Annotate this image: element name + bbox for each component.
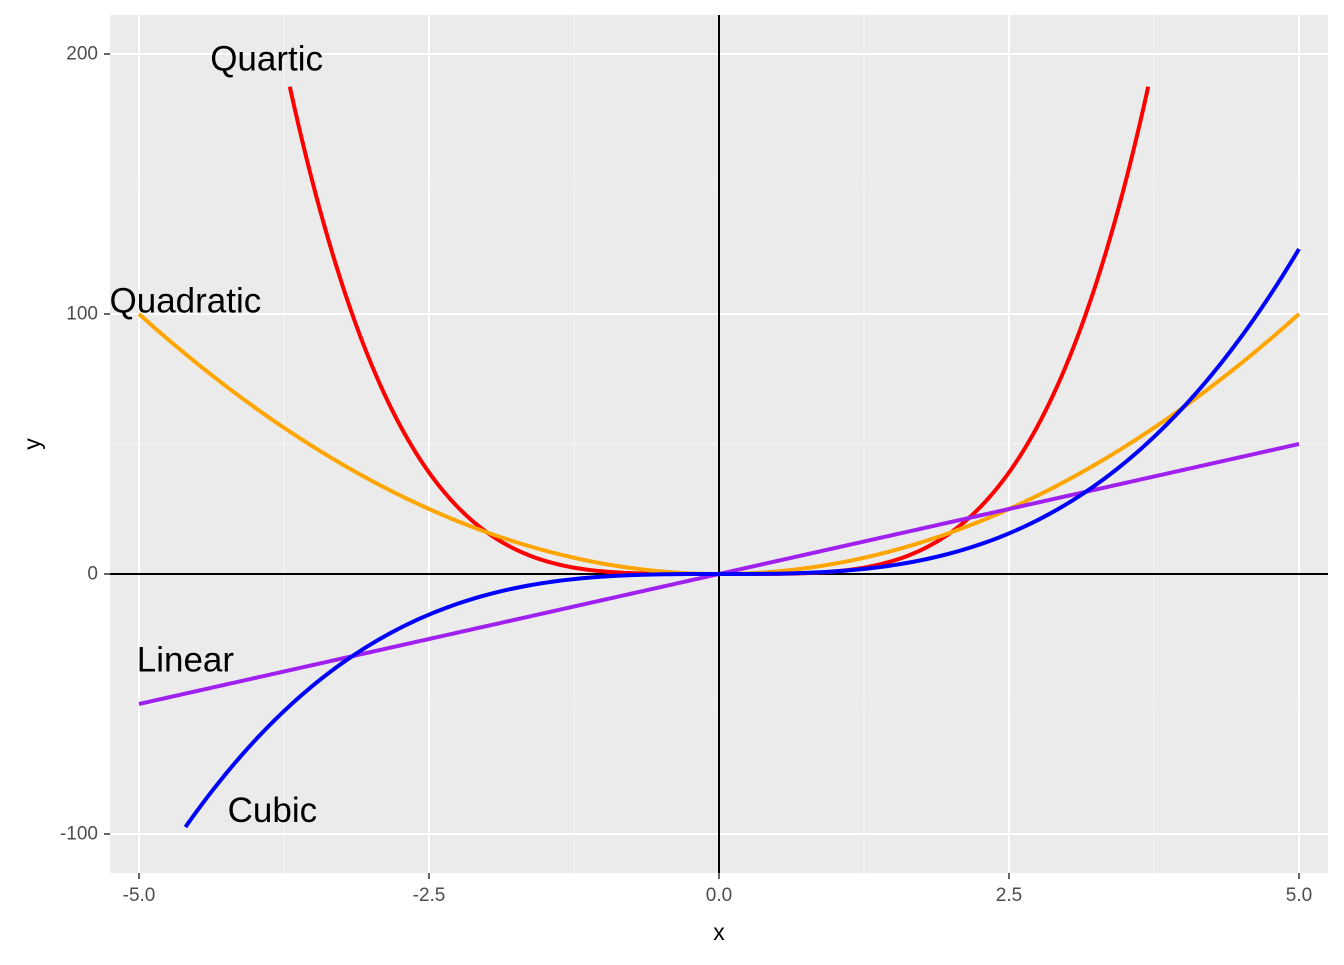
x-tick-label: -2.5 xyxy=(413,885,446,906)
cubic-label: Cubic xyxy=(228,791,317,830)
y-tick-label: 100 xyxy=(66,304,98,325)
x-axis-title: x xyxy=(713,919,725,945)
cubic-curve xyxy=(183,247,1301,829)
curve-labels: Quartic Quadratic Linear Cubic xyxy=(110,40,323,830)
quadratic-label: Quadratic xyxy=(110,282,262,321)
quartic-label: Quartic xyxy=(210,40,323,79)
curves xyxy=(137,86,1301,829)
y-tick-label: 200 xyxy=(66,44,98,65)
x-tick-label: -5.0 xyxy=(123,885,156,906)
y-tick-label: -100 xyxy=(60,824,98,845)
y-tick-label: 0 xyxy=(87,564,98,585)
y-axis-title: y xyxy=(19,438,45,450)
x-tick-label: 2.5 xyxy=(996,885,1022,906)
x-axis: -5.0 -2.5 0.0 2.5 5.0 xyxy=(123,873,1312,906)
linear-label: Linear xyxy=(137,640,235,679)
x-tick-label: 0.0 xyxy=(706,885,732,906)
x-tick-label: 5.0 xyxy=(1286,885,1312,906)
y-axis: -100 0 100 200 xyxy=(60,44,110,845)
